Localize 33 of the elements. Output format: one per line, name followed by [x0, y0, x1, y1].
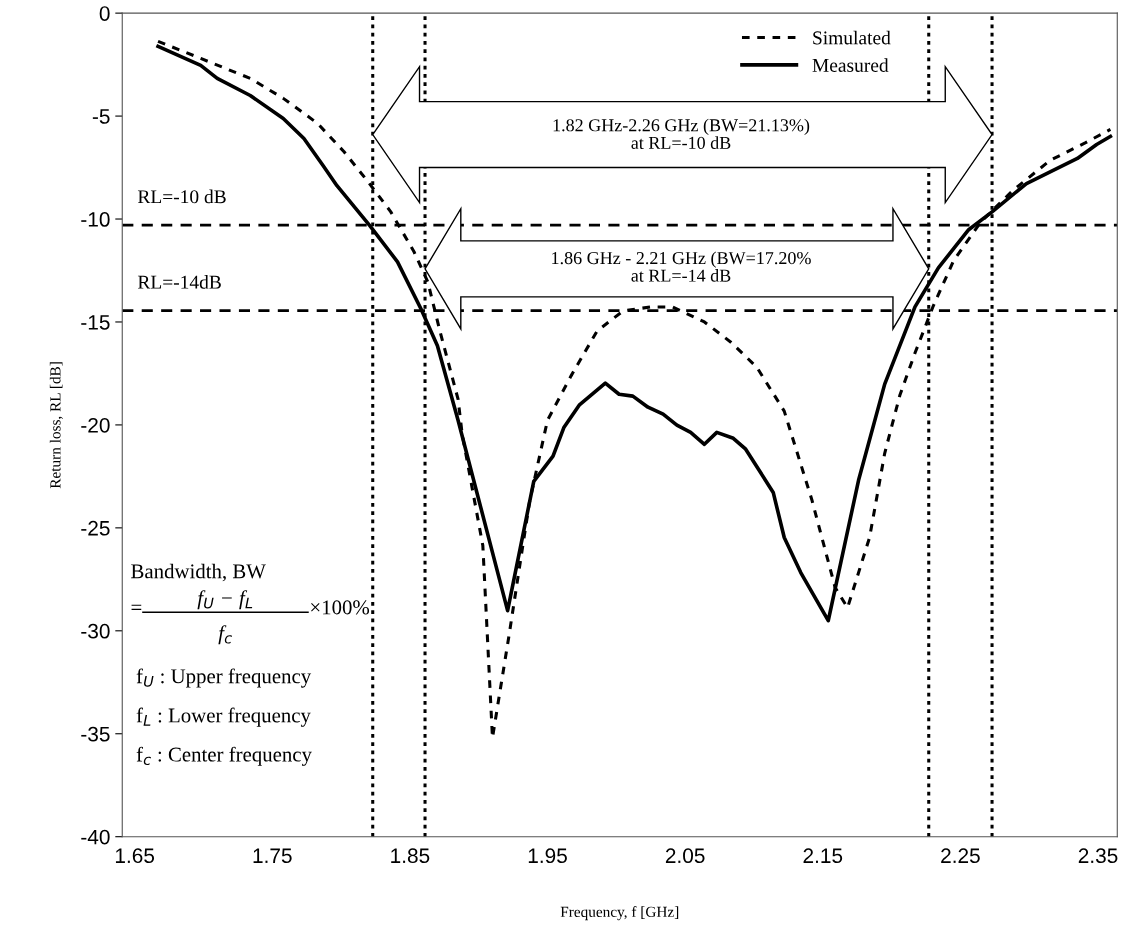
x-tick-label: 1.95 [528, 848, 567, 864]
y-tick-label: -30 [81, 623, 110, 639]
y-axis-title: Return loss, RL [dB] [49, 362, 63, 489]
y-tick-label: -40 [81, 829, 110, 845]
x-tick-label: 1.75 [253, 848, 292, 864]
annotation: 1.82 GHz-2.26 GHz (BW=21.13%) at RL=-10 dB [553, 118, 810, 149]
y-tick-label: -35 [81, 726, 110, 742]
x-tick-label: 2.05 [665, 848, 705, 864]
x-axis-title: Frequency, f [GHz] [560, 906, 679, 921]
y-tick-label: -15 [81, 315, 110, 330]
annotation: f$_{c}$ [218, 625, 232, 645]
y-tick-label: 0 [99, 6, 110, 21]
legend-label: Simulated [813, 30, 891, 45]
annotation: f$_{L}$ : Lower frequency [136, 707, 311, 727]
y-tick-label: -20 [81, 417, 110, 433]
y-tick-label: -5 [92, 109, 110, 124]
x-tick-label: 2.35 [1078, 848, 1118, 864]
annotation: ×100% [311, 600, 370, 615]
annotation: f$_{U}$ : Upper frequency [136, 668, 312, 688]
annotation: f$_{c}$ : Center frequency [136, 746, 312, 766]
x-tick-label: 2.15 [803, 848, 843, 864]
x-tick-label: 1.65 [115, 848, 155, 864]
x-tick-label: 2.25 [941, 848, 980, 864]
annotation: Bandwidth, BW [131, 563, 266, 582]
ref-line-label: RL=-14dB [137, 275, 221, 289]
x-tick-label: 1.85 [391, 848, 430, 864]
legend-label: Measured [812, 58, 889, 72]
y-tick-label: -10 [81, 212, 110, 227]
annotation: = [131, 604, 142, 610]
ref-line-label: RL=-10 dB [137, 189, 226, 204]
y-tick-label: -25 [81, 520, 110, 536]
annotation: f$_{U}$ − f$_{L}$ [197, 590, 253, 610]
annotation: 1.86 GHz - 2.21 GHz (BW=17.20% at RL=-14 dB [552, 251, 811, 282]
